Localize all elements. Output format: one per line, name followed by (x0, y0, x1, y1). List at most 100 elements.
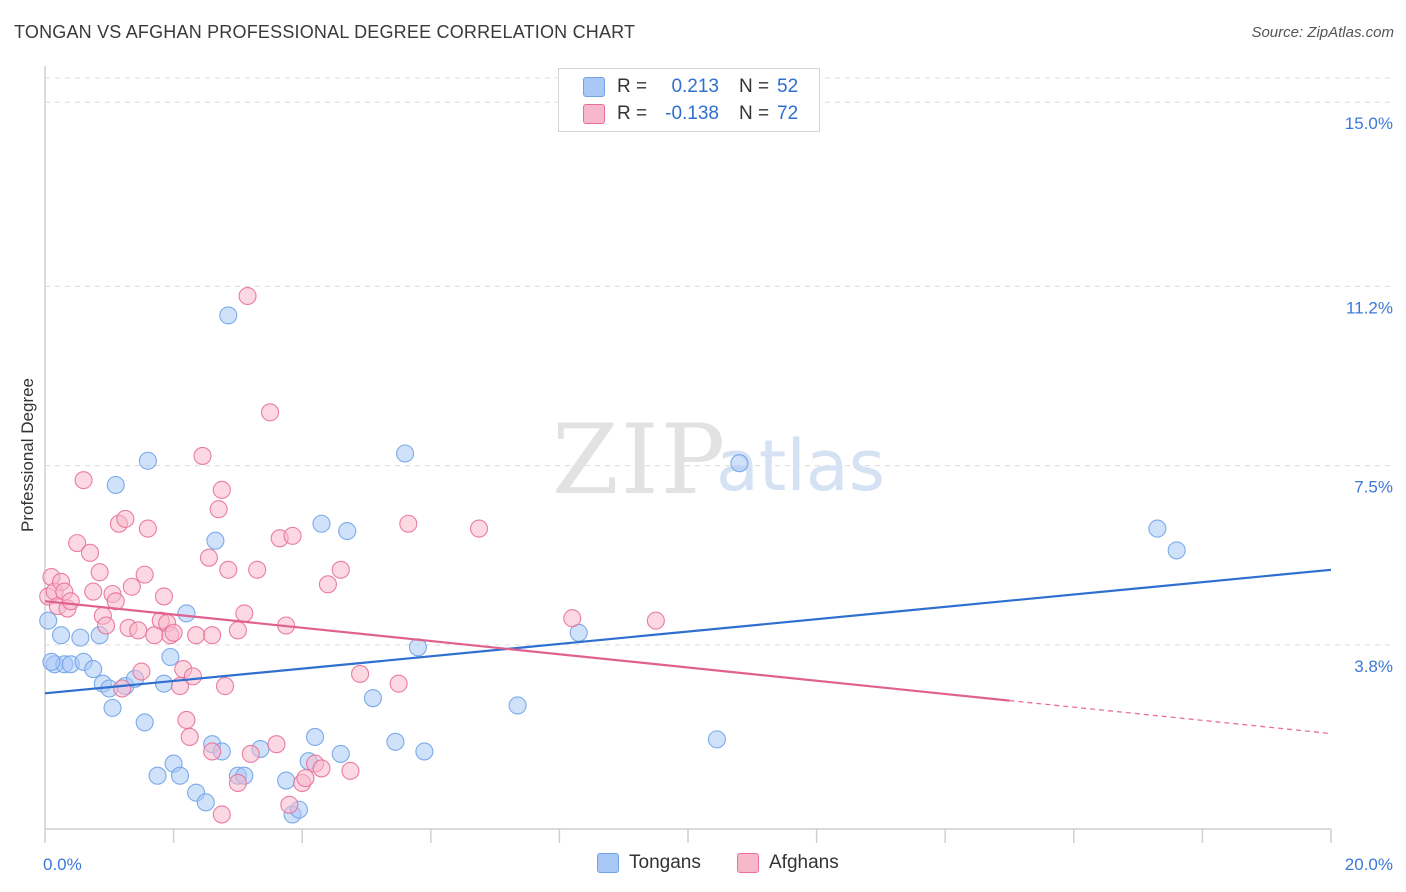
stats-legend: R = 0.213 N = 52 R = -0.138 N = 72 (558, 68, 820, 132)
afghans-point (203, 626, 222, 645)
chart-title: TONGAN VS AFGHAN PROFESSIONAL DEGREE COR… (14, 22, 636, 42)
tongans-point (103, 698, 122, 717)
afghans-point (106, 592, 125, 611)
afghans-point (235, 604, 254, 623)
tongans-point (170, 766, 190, 785)
afghans-point (183, 667, 202, 686)
tongans-point (177, 604, 196, 623)
afghans-point (97, 616, 116, 635)
afghans-trend-extension (1009, 699, 1332, 735)
afghans-point (138, 519, 157, 538)
afghans-point (80, 543, 100, 562)
source-label: Source: ZipAtlas.com (1251, 24, 1394, 41)
legend-label-tongans: Tongans (629, 852, 701, 873)
tongans-point (39, 611, 58, 630)
afghans-point (212, 805, 231, 824)
afghans-point (180, 727, 199, 746)
tongans-point (154, 674, 174, 693)
tongans-point (148, 766, 167, 785)
x-tick-label: 20.0% (1345, 855, 1393, 874)
y-tick-label: 3.8% (1354, 657, 1393, 676)
afghans-point (154, 587, 174, 606)
legend-item-tongans[interactable]: Tongans (597, 852, 701, 874)
tongans-point (161, 647, 180, 667)
afghans-point (209, 500, 228, 519)
afghans-point (135, 565, 154, 584)
afghans-point (193, 446, 212, 465)
afghans-point (267, 735, 286, 754)
tongans-point (1148, 519, 1167, 538)
watermark-zip: ZIP (552, 404, 727, 516)
tongans-point (135, 713, 154, 732)
x-tick-label: 0.0% (43, 855, 82, 874)
n-value: 52 (777, 76, 799, 97)
tongans-point (206, 531, 225, 550)
afghans-point (90, 563, 109, 582)
afghans-point (469, 519, 489, 538)
afghans-point (389, 674, 408, 693)
tongans-point (386, 732, 405, 751)
afghans-point (280, 795, 299, 814)
afghans-point (260, 403, 280, 422)
trend-lines (44, 568, 1332, 735)
afghans-point (113, 679, 132, 698)
tongans-swatch (597, 853, 619, 873)
afghans-point (228, 621, 247, 640)
tongans-point (42, 652, 61, 671)
tongans-point (219, 306, 238, 325)
series-legend: Tongans Afghans (0, 852, 1406, 878)
tongans-point (1167, 541, 1186, 560)
y-tick-label: 15.0% (1345, 114, 1393, 133)
tongans-point (52, 626, 71, 645)
tick-labels: 3.8% 7.5% 11.2% 15.0% 0.0% 20.0% (43, 114, 1393, 874)
r-key: R = (617, 103, 648, 124)
afghans-point (212, 480, 231, 499)
afghans-point (399, 514, 418, 533)
legend-label-afghans: Afghans (769, 852, 839, 873)
tongans-point (331, 744, 350, 763)
r-value: -0.138 (665, 103, 719, 124)
n-value: 72 (777, 103, 799, 124)
afghans-point (122, 577, 141, 596)
y-tick-label: 11.2% (1346, 298, 1393, 317)
afghans-swatch (737, 853, 759, 873)
afghans-point (331, 560, 350, 579)
tongans-point (277, 771, 296, 790)
tongans-point (396, 444, 415, 463)
afghans-point (84, 582, 103, 601)
afghans-point (177, 710, 196, 730)
tongans-point (312, 514, 331, 533)
tongans-point (415, 742, 434, 761)
r-value: 0.213 (671, 76, 719, 97)
n-key: N = (739, 103, 770, 124)
tongans-point (363, 689, 382, 708)
afghans-point (187, 626, 206, 645)
tongans-point (106, 475, 125, 495)
tongans-trend-line (44, 568, 1332, 695)
tongans-swatch (583, 77, 605, 97)
tongans-point (71, 628, 90, 647)
tongans-point (707, 730, 726, 749)
afghans-point (74, 471, 93, 490)
afghans-point (129, 621, 148, 640)
afghans-point (563, 609, 582, 628)
tongans-point (306, 727, 325, 746)
afghans-point (215, 677, 235, 696)
afghans-point (132, 662, 151, 681)
afghans-swatch (583, 104, 605, 124)
afghans-point (312, 759, 331, 778)
afghans-point (199, 548, 219, 567)
y-tick-label: 7.5% (1354, 478, 1393, 497)
axes (44, 66, 1332, 843)
afghans-point (164, 623, 183, 642)
tongans-point (508, 696, 527, 715)
afghans-point (61, 592, 80, 611)
afghans-point (238, 286, 257, 306)
stats-legend-row-afghans: R = -0.138 N = 72 (583, 102, 798, 126)
tongans-point (196, 793, 215, 812)
legend-item-afghans[interactable]: Afghans (737, 852, 839, 874)
afghans-point (116, 509, 135, 528)
afghans-point (296, 769, 315, 788)
afghans-point (248, 560, 267, 579)
